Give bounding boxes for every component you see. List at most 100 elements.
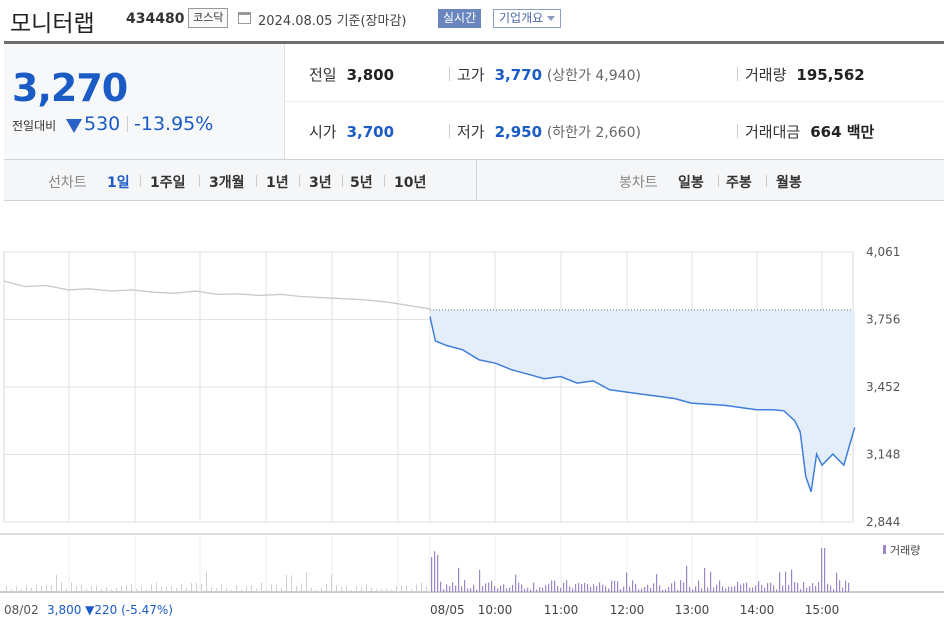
- volume-bar: [356, 586, 357, 592]
- header-divider: [4, 41, 944, 44]
- volume-bar: [509, 587, 511, 592]
- volume-bar: [821, 548, 823, 592]
- volume-bar: [106, 587, 107, 592]
- volume-bar: [488, 582, 490, 592]
- volume-bar: [755, 585, 757, 592]
- stock-name: 모니터랩: [10, 11, 95, 37]
- tab-monthly[interactable]: 월봉: [776, 175, 802, 191]
- volume-bar: [788, 585, 790, 592]
- tab-divider: [384, 175, 385, 187]
- stat-divider: [449, 124, 450, 138]
- volume-bar: [455, 585, 457, 592]
- today-area: [429, 309, 856, 493]
- volume-bar: [725, 588, 727, 592]
- stat-open-value: 3,700: [346, 123, 395, 141]
- today-fill: [430, 309, 855, 492]
- volume-bar: [470, 588, 472, 592]
- caret-down-icon: [547, 16, 556, 21]
- chart-tabs: 선차트 1일 1주일 3개월 1년 3년 5년 10년 봉차트 일봉 주봉 월봉: [4, 159, 944, 201]
- volume-bar: [426, 586, 427, 592]
- stat-volume-value: 195,562: [796, 66, 865, 84]
- stats-panel: 전일 3,800 고가 3,770 (상한가 4,940) 거래량 195,562 시…: [285, 44, 944, 159]
- volume-bar: [845, 580, 847, 592]
- volume-bar: [176, 587, 177, 592]
- y-tick-label: 2,844: [866, 515, 900, 529]
- stat-prev-value: 3,800: [346, 66, 395, 84]
- tab-divider: [342, 175, 343, 187]
- volume-bar: [749, 587, 751, 592]
- today-series: [429, 316, 856, 493]
- volume-bar: [485, 583, 487, 592]
- tab-1y[interactable]: 1년: [266, 175, 289, 191]
- tab-divider: [256, 175, 257, 187]
- x-axis-ticks: 08/05 10:00 11:00 12:00 13:00 14:00 15:00: [430, 603, 839, 617]
- volume-bar: [96, 585, 97, 592]
- stat-row-divider: [285, 101, 944, 102]
- tabs-divider: [476, 160, 477, 200]
- volume-bar: [306, 572, 307, 592]
- tab-weekly[interactable]: 주봉: [726, 175, 752, 191]
- x-tick-label: 14:00: [740, 603, 775, 617]
- realtime-button[interactable]: 실시간: [438, 9, 482, 28]
- tab-10y[interactable]: 10년: [394, 175, 427, 191]
- tab-daily[interactable]: 일봉: [678, 175, 704, 191]
- volume-bar: [91, 586, 92, 592]
- stat-volume: 거래량 195,562: [745, 64, 865, 85]
- tab-divider: [140, 175, 141, 187]
- price-panel: 3,270 전일대비 530 -13.95%: [4, 44, 285, 159]
- volume-bar: [839, 580, 841, 592]
- volume-bar: [251, 585, 252, 592]
- volume-bar: [554, 580, 556, 592]
- volume-bar: [593, 584, 595, 592]
- volume-bar: [186, 587, 187, 592]
- volume-bar: [494, 586, 496, 592]
- stat-amount-value: 664 백만: [810, 123, 875, 141]
- tab-3y[interactable]: 3년: [309, 175, 332, 191]
- volume-bar: [824, 548, 826, 592]
- volume-bar: [71, 582, 72, 592]
- volume-bar: [797, 582, 799, 592]
- tab-1d[interactable]: 1일: [107, 175, 130, 191]
- volume-bar: [512, 584, 514, 592]
- tab-5y[interactable]: 5년: [350, 175, 373, 191]
- stat-prev: 전일 3,800: [309, 64, 394, 85]
- market-badge: 코스닥: [188, 8, 229, 28]
- volume-bar: [141, 586, 142, 592]
- volume-bar: [500, 585, 502, 592]
- volume-bar: [386, 588, 387, 592]
- volume-bar: [181, 584, 182, 592]
- tab-1w[interactable]: 1주일: [150, 175, 186, 191]
- volume-bar: [740, 584, 742, 592]
- volume-bar: [31, 587, 32, 592]
- volume-bar: [446, 584, 448, 592]
- volume-bar: [560, 587, 562, 592]
- volume-bar: [326, 583, 327, 592]
- volume-bar: [818, 582, 820, 592]
- volume-bar: [331, 574, 332, 592]
- volume-bar: [266, 589, 267, 592]
- tab-3m[interactable]: 3개월: [209, 175, 245, 191]
- volume-bar: [653, 583, 655, 592]
- volume-bar: [479, 569, 481, 592]
- tab-divider: [199, 175, 200, 187]
- volume-bar: [86, 588, 87, 592]
- volume-bar: [773, 585, 775, 592]
- volume-bar: [590, 586, 592, 592]
- volume-bar: [101, 588, 102, 592]
- volume-bar: [803, 582, 805, 592]
- volume-bar: [276, 584, 277, 592]
- volume-bar: [641, 588, 643, 592]
- volume-bar: [341, 586, 342, 592]
- volume-bar: [473, 584, 475, 592]
- intraday-chart[interactable]: 4,061 3,756 3,452 3,148 2,844 08/05 10:00 11:0…: [0, 205, 944, 643]
- volume-bar: [614, 580, 616, 592]
- volume-bar: [211, 587, 212, 592]
- volume-bar: [196, 582, 197, 592]
- volume-bars: [6, 548, 850, 592]
- volume-bar: [226, 587, 227, 592]
- volume-bar: [6, 586, 7, 592]
- volume-bar: [206, 571, 207, 592]
- company-info-dropdown[interactable]: 기업개요: [493, 9, 562, 28]
- stat-open: 시가 3,700: [309, 121, 394, 142]
- volume-bar: [674, 581, 676, 592]
